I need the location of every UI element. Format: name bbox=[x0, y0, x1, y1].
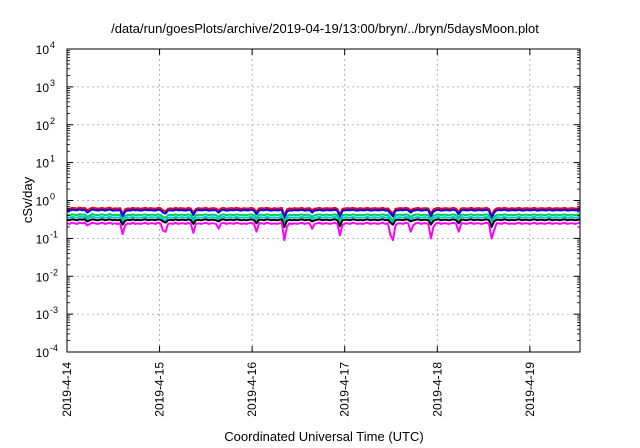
y-tick-exponent: 4 bbox=[50, 40, 55, 50]
y-tick-base: 10 bbox=[36, 232, 50, 246]
series-line bbox=[66, 208, 581, 220]
x-tick-label: 2019-4-19 bbox=[523, 362, 537, 417]
y-tick-base: 10 bbox=[36, 157, 50, 171]
y-tick-base: 10 bbox=[36, 119, 50, 133]
series-line bbox=[66, 213, 581, 224]
y-tick-label: 10 2 bbox=[36, 116, 55, 133]
y-tick-label: 10 0 bbox=[36, 192, 55, 209]
series-line bbox=[66, 206, 581, 217]
y-tick-base: 10 bbox=[36, 346, 50, 360]
y-tick-exponent: -3 bbox=[50, 305, 58, 315]
x-axis: 2019-4-14 2019-4-15 2019-4-16 2019-4-17 2019… bbox=[60, 49, 537, 417]
chart-title: /data/run/goesPlots/archive/2019-04-19/1… bbox=[111, 21, 539, 36]
y-tick-exponent: 1 bbox=[50, 154, 55, 164]
y-axis-label: cSv/day bbox=[20, 176, 35, 223]
y-tick-base: 10 bbox=[36, 308, 50, 322]
x-tick-label: 2019-4-14 bbox=[60, 362, 74, 417]
y-tick-exponent: -4 bbox=[50, 343, 58, 353]
y-tick-base: 10 bbox=[36, 81, 50, 95]
y-tick-exponent: -2 bbox=[50, 267, 58, 277]
y-tick-exponent: 3 bbox=[50, 78, 55, 88]
y-tick-label: 10 -3 bbox=[36, 305, 58, 322]
y-tick-label: 10 3 bbox=[36, 78, 55, 95]
y-tick-label: 10 4 bbox=[36, 40, 55, 57]
y-tick-base: 10 bbox=[36, 270, 50, 284]
y-tick-exponent: -1 bbox=[50, 229, 58, 239]
x-axis-label: Coordinated Universal Time (UTC) bbox=[224, 429, 423, 444]
y-tick-base: 10 bbox=[36, 43, 50, 57]
y-tick-label: 10 1 bbox=[36, 154, 55, 171]
y-tick-label: 10 -4 bbox=[36, 343, 58, 360]
y-tick-base: 10 bbox=[36, 195, 50, 209]
y-tick-exponent: 0 bbox=[50, 192, 55, 202]
gridlines bbox=[67, 49, 580, 352]
x-tick-label: 2019-4-18 bbox=[430, 362, 444, 417]
x-tick-label: 2019-4-17 bbox=[338, 362, 352, 417]
series-line bbox=[66, 218, 581, 228]
x-tick-label: 2019-4-15 bbox=[153, 362, 167, 417]
series-layer bbox=[66, 206, 581, 242]
y-tick-label: 10 -2 bbox=[36, 267, 58, 284]
series-line bbox=[66, 221, 581, 242]
y-tick-exponent: 2 bbox=[50, 116, 55, 126]
y-tick-label: 10 -1 bbox=[36, 229, 58, 246]
x-tick-label: 2019-4-16 bbox=[245, 362, 259, 417]
series-line bbox=[66, 215, 581, 226]
